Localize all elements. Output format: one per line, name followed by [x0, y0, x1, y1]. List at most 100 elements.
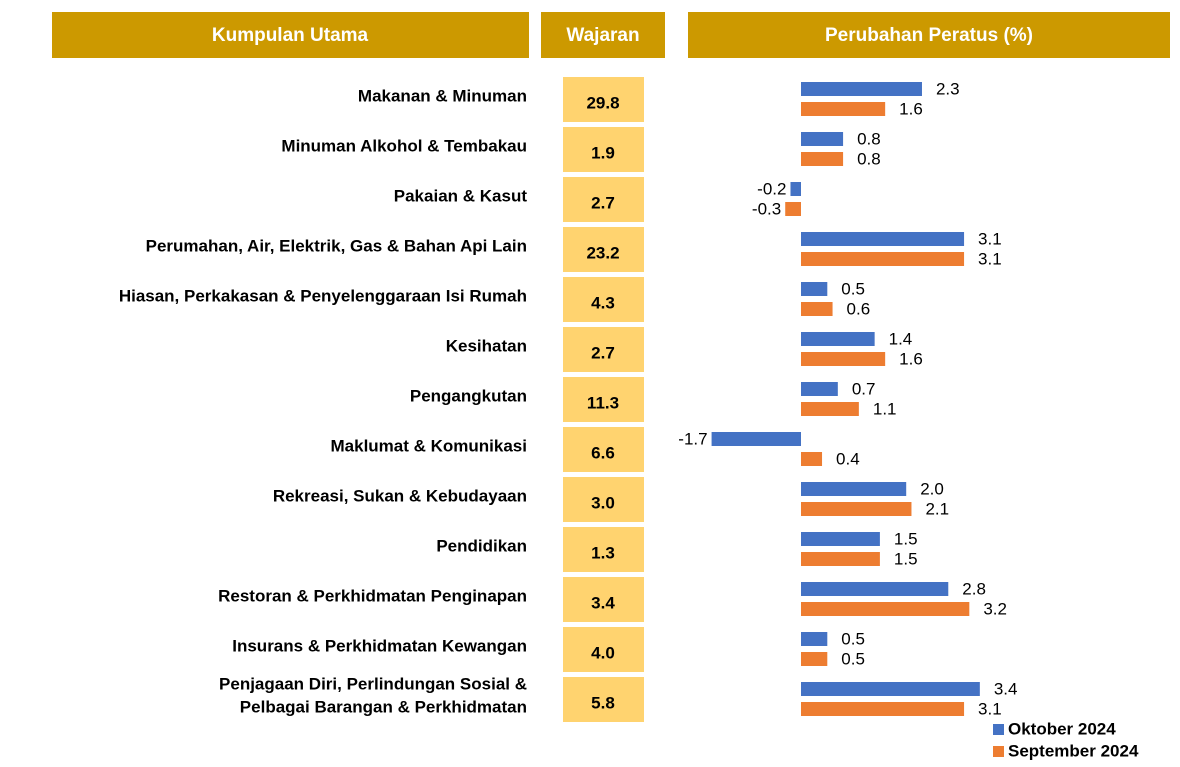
- header: Wajaran: [566, 25, 639, 46]
- value-label: 3.1: [978, 249, 1002, 268]
- header-bg: [688, 12, 1170, 58]
- bar: [801, 252, 965, 266]
- weight-label: 2.7: [591, 343, 615, 362]
- weight-label: 5.8: [591, 693, 615, 712]
- bar: [801, 282, 828, 296]
- bar: [801, 152, 844, 166]
- category-label: Restoran & Perkhidmatan Penginapan: [218, 586, 527, 605]
- bar: [790, 182, 801, 196]
- bar: [801, 402, 859, 416]
- weight-box: [563, 577, 644, 622]
- weight-box: [563, 377, 644, 422]
- bar: [801, 502, 912, 516]
- weight-label: 4.0: [591, 643, 615, 662]
- category-label: Penjagaan Diri, Perlindungan Sosial & Pel…: [219, 675, 527, 717]
- value-label: 1.6: [899, 349, 923, 368]
- bar: [801, 332, 875, 346]
- value-label: 0.6: [847, 299, 871, 318]
- bar: [801, 132, 844, 146]
- value-label: 1.5: [894, 529, 918, 548]
- weight-label: 3.4: [591, 593, 615, 612]
- category-label: Minuman Alkohol & Tembakau: [281, 136, 527, 155]
- bar: [801, 702, 965, 716]
- weight-box: [563, 477, 644, 522]
- value-label: 3.2: [983, 599, 1007, 618]
- legend-label: Oktober 2024: [1008, 719, 1116, 738]
- value-label: 0.5: [841, 279, 865, 298]
- value-label: 3.1: [978, 699, 1002, 718]
- category-label: Kesihatan: [446, 336, 527, 355]
- header: Perubahan Peratus (%): [825, 25, 1033, 46]
- weight-label: 1.9: [591, 143, 615, 162]
- value-label: 3.4: [994, 679, 1018, 698]
- bar: [711, 432, 801, 446]
- bar: [801, 82, 922, 96]
- bar: [801, 682, 980, 696]
- weight-label: 11.3: [587, 393, 619, 412]
- bar: [801, 532, 880, 546]
- weight-label: 2.7: [591, 193, 615, 212]
- weight-label: 23.2: [586, 243, 619, 262]
- bar: [801, 232, 965, 246]
- weight-box: [563, 677, 644, 722]
- value-label: 2.1: [925, 499, 949, 518]
- bar: [801, 632, 828, 646]
- category-label: Perumahan, Air, Elektrik, Gas & Bahan Ap…: [146, 236, 527, 255]
- header-bg: [541, 12, 665, 58]
- category-label: Makanan & Minuman: [358, 86, 527, 105]
- value-label: 0.5: [841, 649, 865, 668]
- value-label: -0.3: [752, 199, 781, 218]
- weight-box: [563, 127, 644, 172]
- value-label: 0.8: [857, 149, 881, 168]
- weight-box: [563, 77, 644, 122]
- legend-swatch: [993, 746, 1004, 757]
- weight-box: [563, 527, 644, 572]
- value-label: 1.6: [899, 99, 923, 118]
- weight-label: 4.3: [591, 293, 615, 312]
- value-label: -1.7: [678, 429, 707, 448]
- legend-swatch: [993, 724, 1004, 735]
- category-label: Pakaian & Kasut: [394, 186, 528, 205]
- weight-box: [563, 327, 644, 372]
- category-label: Insurans & Perkhidmatan Kewangan: [232, 636, 527, 655]
- weight-label: 3.0: [591, 493, 615, 512]
- value-label: 0.5: [841, 629, 865, 648]
- bar: [785, 202, 801, 216]
- value-label: 2.0: [920, 479, 944, 498]
- value-label: 0.7: [852, 379, 876, 398]
- weight-box: [563, 177, 644, 222]
- value-label: 1.5: [894, 549, 918, 568]
- category-label: Pendidikan: [436, 536, 527, 555]
- value-label: 2.8: [962, 579, 986, 598]
- bar: [801, 582, 949, 596]
- value-label: 3.1: [978, 229, 1002, 248]
- value-label: 0.4: [836, 449, 860, 468]
- legend-label: September 2024: [1008, 741, 1139, 760]
- category-label: Rekreasi, Sukan & Kebudayaan: [273, 486, 527, 505]
- bar: [801, 102, 886, 116]
- weight-box: [563, 277, 644, 322]
- bar: [801, 352, 886, 366]
- weight-label: 1.3: [591, 543, 615, 562]
- header-bg: [52, 12, 529, 58]
- category-label: Pengangkutan: [410, 386, 527, 405]
- value-label: 2.3: [936, 79, 960, 98]
- bar: [801, 552, 880, 566]
- weight-label: 29.8: [586, 93, 619, 112]
- weight-box: [563, 227, 644, 272]
- category-label: Hiasan, Perkakasan & Penyelenggaraan Isi…: [119, 286, 527, 305]
- weight-label: 6.6: [591, 443, 615, 462]
- category-label: Maklumat & Komunikasi: [331, 436, 528, 455]
- value-label: 1.1: [873, 399, 897, 418]
- weight-box: [563, 427, 644, 472]
- weight-box: [563, 627, 644, 672]
- bar: [801, 382, 838, 396]
- bar: [801, 602, 970, 616]
- bar: [801, 652, 828, 666]
- value-label: -0.2: [757, 179, 786, 198]
- value-label: 1.4: [889, 329, 913, 348]
- value-label: 0.8: [857, 129, 881, 148]
- bar: [801, 482, 907, 496]
- bar: [801, 302, 833, 316]
